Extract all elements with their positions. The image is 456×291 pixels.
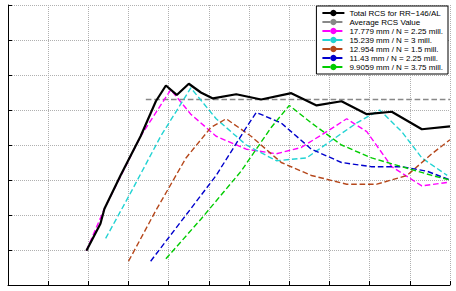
svg-text:17.779 mm / N = 2.25 mill.: 17.779 mm / N = 2.25 mill.	[349, 27, 443, 36]
svg-text:Average RCS Value: Average RCS Value	[349, 18, 420, 27]
svg-text:15.239 mm / N = 3 mill.: 15.239 mm / N = 3 mill.	[349, 36, 431, 45]
svg-text:12.954 mm / N = 1.5 mill.: 12.954 mm / N = 1.5 mill.	[349, 45, 438, 54]
svg-text:11.43 mm / N = 2.25 mill.: 11.43 mm / N = 2.25 mill.	[349, 54, 438, 63]
svg-text:9.9059 mm / N = 3.75 mill.: 9.9059 mm / N = 3.75 mill.	[349, 63, 443, 72]
svg-text:Total RCS for RR−146/AL: Total RCS for RR−146/AL	[349, 9, 441, 18]
